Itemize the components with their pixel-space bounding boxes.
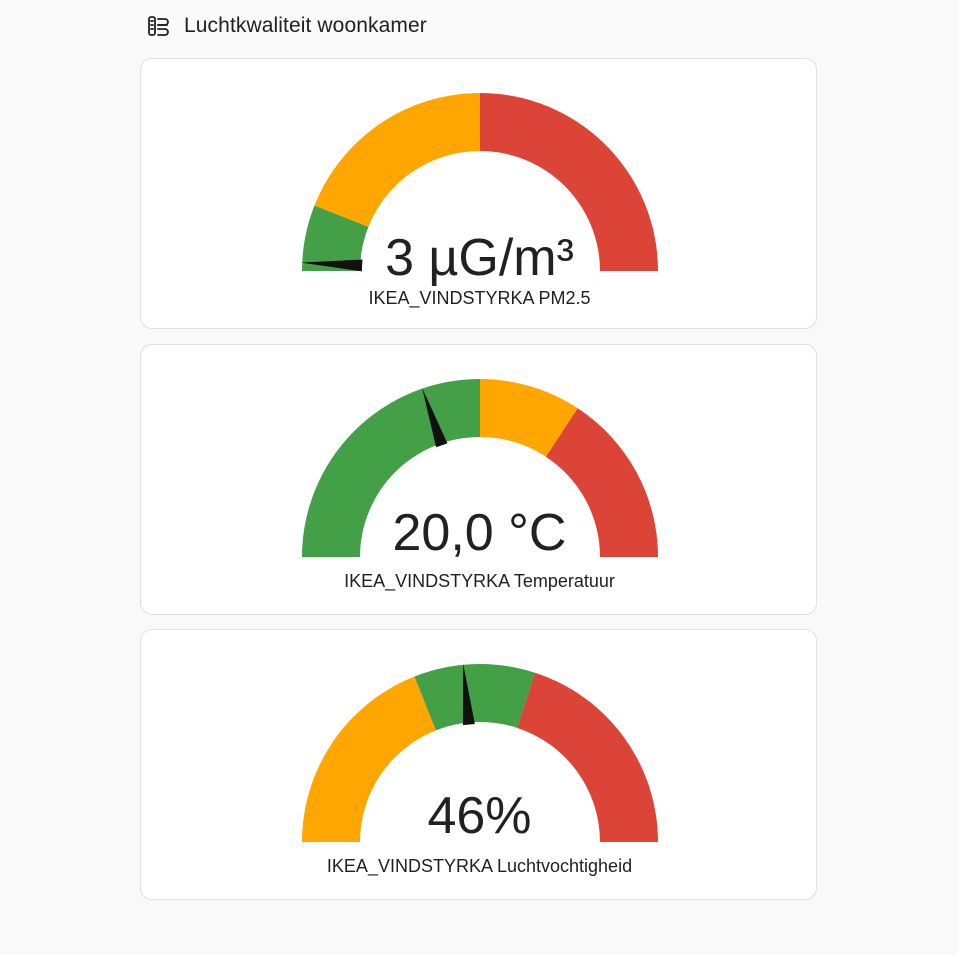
gauge-pm25	[301, 93, 658, 272]
gauge-needle	[301, 259, 363, 272]
gauge-name-pm25: IKEA_VINDSTYRKA PM2.5	[368, 288, 591, 308]
gauge-segment-orange	[480, 379, 578, 457]
gauge-segment-orange	[314, 93, 480, 227]
gauge-name-temperature: IKEA_VINDSTYRKA Temperatuur	[344, 571, 615, 591]
gauge-segment-red	[517, 672, 658, 842]
gauge-humidity	[302, 663, 658, 842]
gauge-segment-red	[545, 408, 658, 557]
gauge-card-humidity[interactable]: 46% IKEA_VINDSTYRKA Luchtvochtigheid	[140, 629, 817, 900]
gauge-segment-red	[480, 93, 658, 271]
gauge-card-temperature[interactable]: 20,0 °C IKEA_VINDSTYRKA Temperatuur	[140, 344, 817, 615]
gauge-name-humidity: IKEA_VINDSTYRKA Luchtvochtigheid	[326, 856, 633, 876]
gauge-segment-green	[302, 205, 369, 271]
gauge-value-temperature: 20,0 °C	[392, 504, 567, 562]
gauge-needle	[462, 663, 475, 726]
gauge-segment-orange	[302, 676, 436, 842]
gauge-segment-green	[414, 664, 536, 731]
gauge-value-humidity: 46%	[427, 787, 532, 845]
gauge-value-pm25: 3 µG/m³	[385, 229, 574, 287]
gauge-card-pm25[interactable]: 3 µG/m³ IKEA_VINDSTYRKA PM2.5	[140, 58, 817, 329]
air-filter-icon	[146, 13, 172, 39]
section-header: Luchtkwaliteit woonkamer	[146, 11, 427, 41]
gauge-needle	[422, 387, 448, 448]
section-title: Luchtkwaliteit woonkamer	[184, 14, 427, 37]
gauge-temperature	[302, 379, 658, 557]
